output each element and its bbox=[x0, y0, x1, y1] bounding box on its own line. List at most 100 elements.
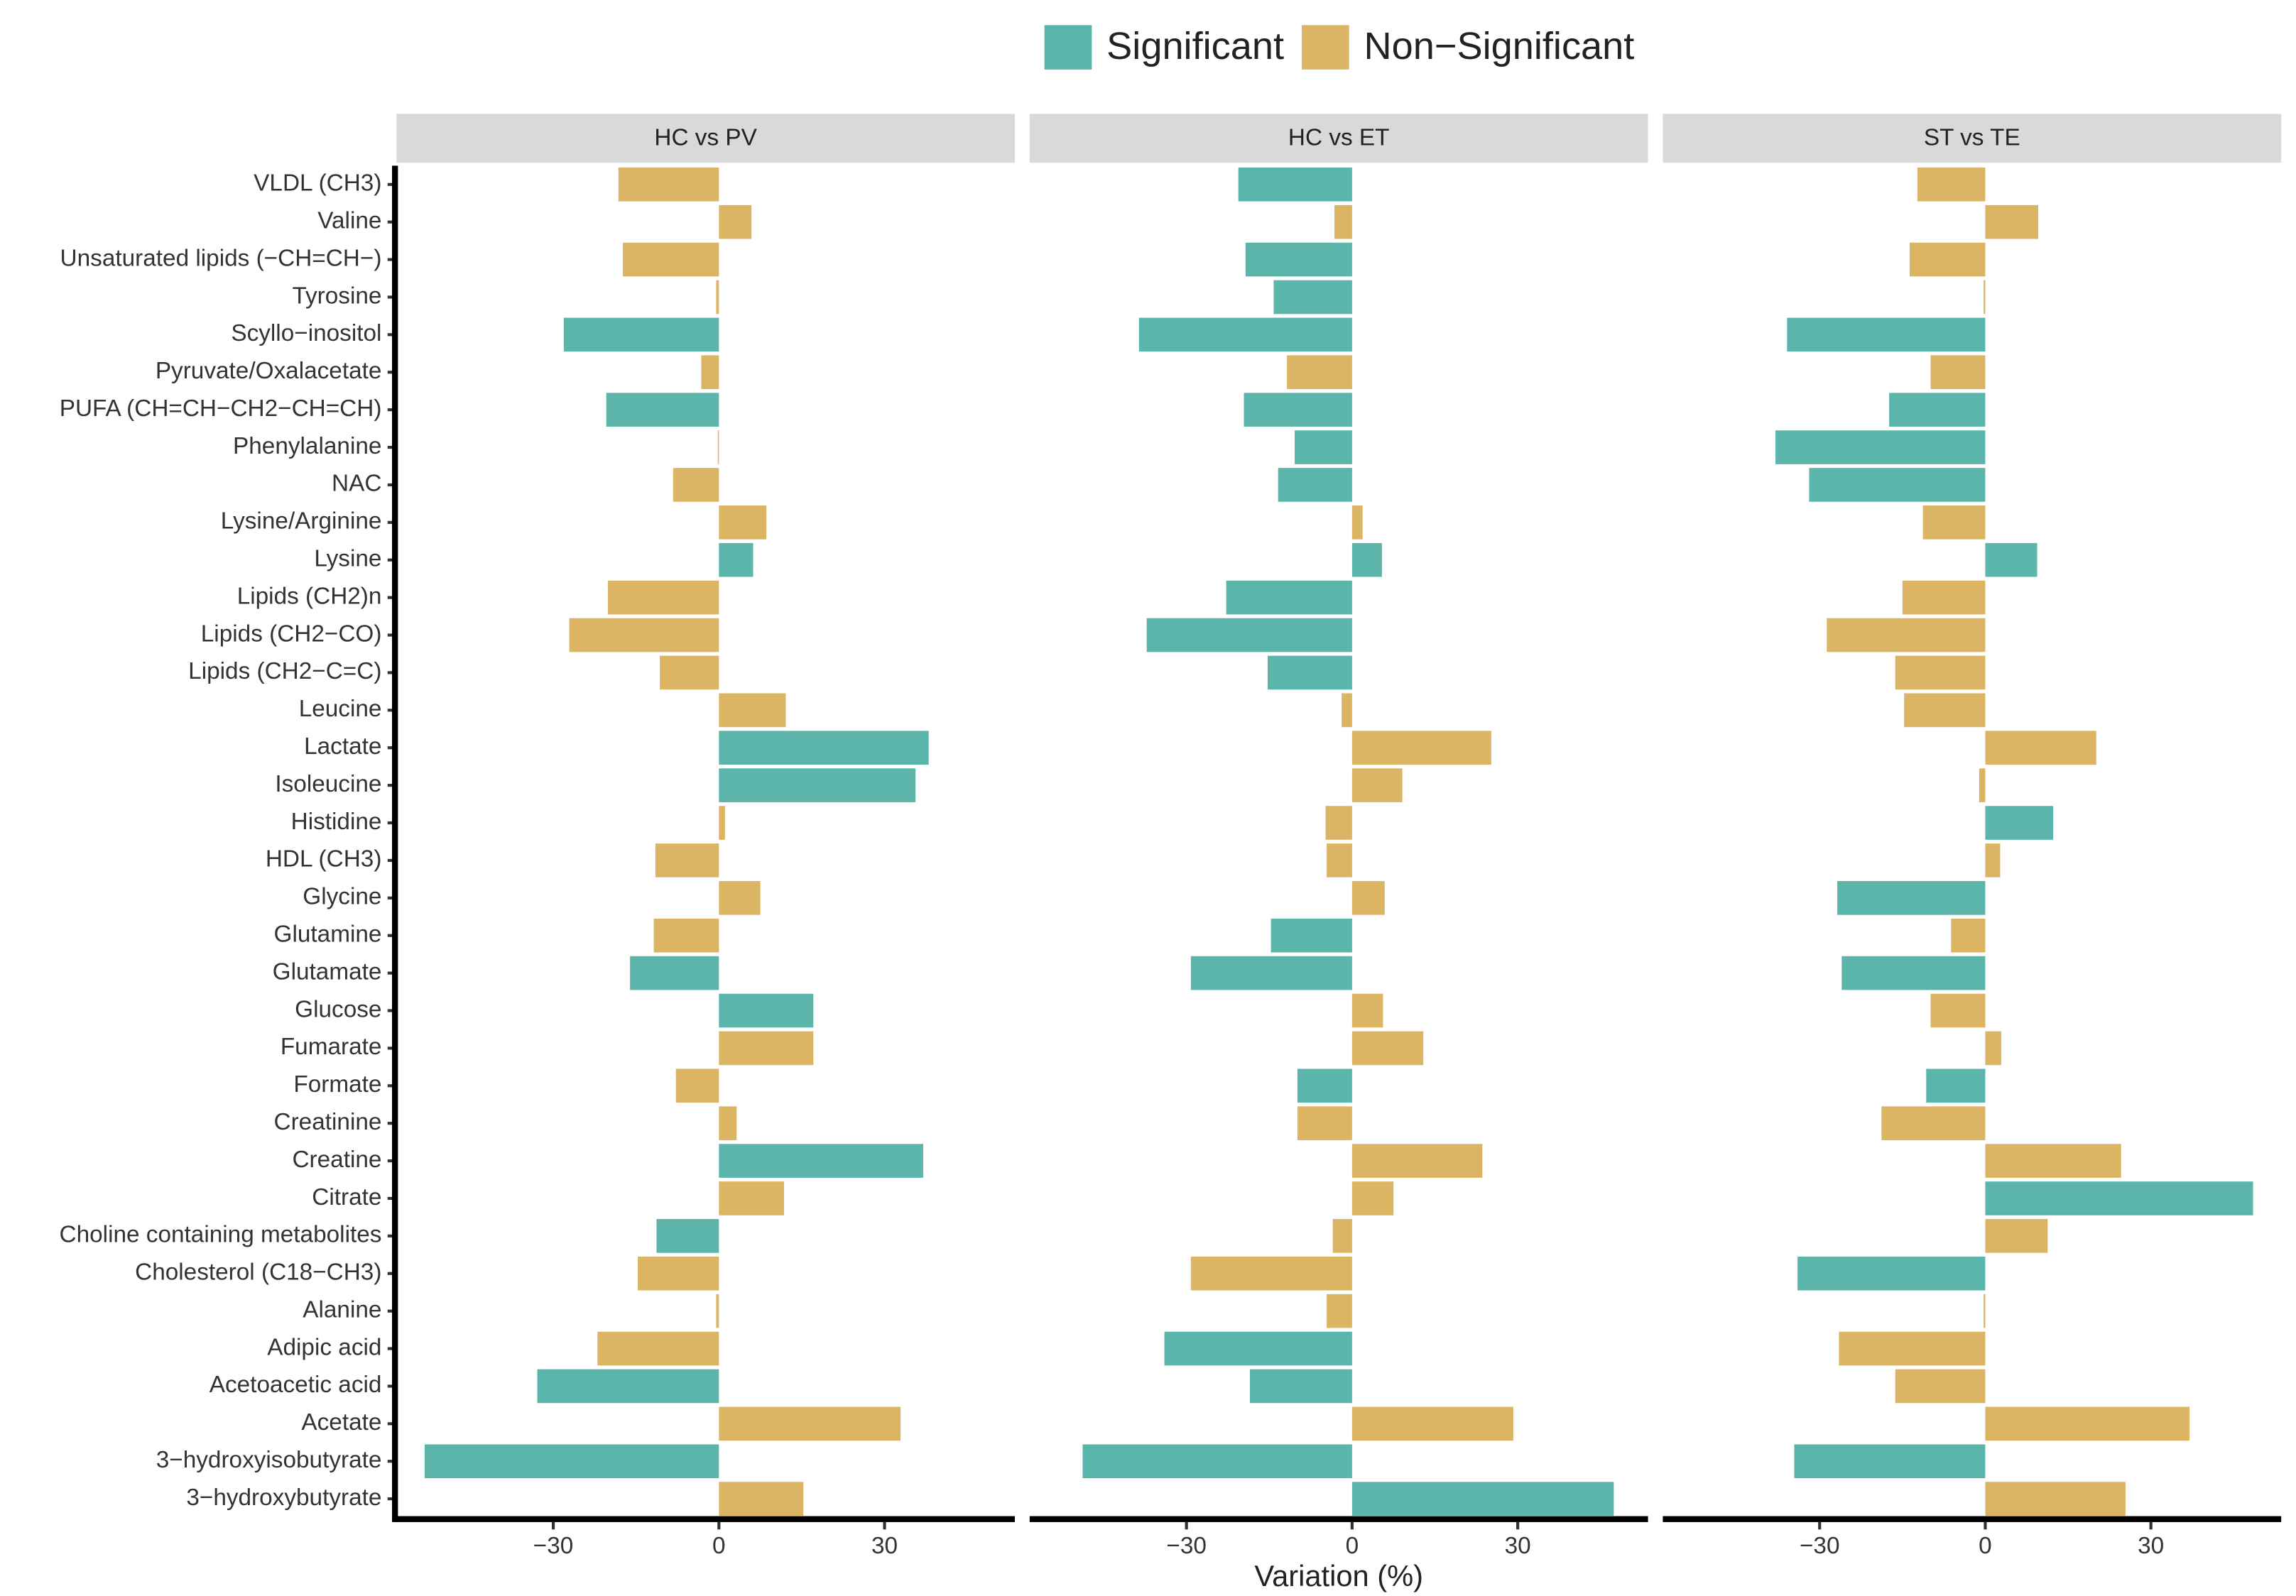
bar bbox=[1985, 1482, 2126, 1516]
x-tick-label: 0 bbox=[1346, 1533, 1359, 1559]
bar bbox=[1926, 1068, 1986, 1103]
bar bbox=[1881, 1106, 1986, 1140]
y-tick-label: Choline containing metabolites bbox=[60, 1222, 382, 1248]
y-tick-label: Lysine bbox=[314, 546, 381, 572]
y-tick-label: Histidine bbox=[291, 809, 382, 835]
bar bbox=[1984, 1294, 1986, 1328]
bar bbox=[1351, 993, 1383, 1028]
x-tick-label: 30 bbox=[2138, 1533, 2164, 1559]
bar bbox=[719, 1031, 814, 1066]
bar bbox=[719, 1144, 923, 1178]
bar bbox=[719, 881, 761, 915]
bar bbox=[1190, 1256, 1352, 1291]
y-tick-label: Lipids (CH2−CO) bbox=[201, 621, 382, 647]
bar bbox=[1985, 806, 2054, 840]
bar bbox=[719, 505, 767, 540]
bar bbox=[1351, 881, 1385, 915]
bar bbox=[1837, 881, 1986, 915]
bar bbox=[1985, 1181, 2253, 1215]
bar bbox=[1351, 768, 1403, 802]
bar bbox=[716, 280, 719, 315]
legend-label: Non−Significant bbox=[1364, 25, 1635, 67]
bar bbox=[1226, 580, 1352, 615]
bar bbox=[1895, 1369, 1986, 1404]
bar bbox=[1351, 1031, 1424, 1066]
bar bbox=[719, 806, 725, 840]
y-tick-label: Valine bbox=[317, 207, 381, 234]
bar bbox=[1787, 317, 1986, 352]
x-tick-label: 0 bbox=[1979, 1533, 1992, 1559]
bar bbox=[719, 768, 916, 802]
y-tick-label: Glutamine bbox=[274, 921, 382, 947]
bar bbox=[719, 1106, 737, 1140]
y-tick-label: Acetoacetic acid bbox=[210, 1372, 382, 1398]
bar bbox=[719, 1406, 901, 1441]
bar bbox=[569, 618, 719, 652]
y-tick-label: Pyruvate/Oxalacetate bbox=[156, 358, 382, 384]
bar bbox=[716, 1294, 719, 1328]
bar bbox=[1297, 1106, 1352, 1140]
y-tick-label: NAC bbox=[332, 471, 381, 497]
y-tick-label: 3−hydroxyisobutyrate bbox=[156, 1447, 382, 1473]
y-tick-label: Lipids (CH2)n bbox=[237, 583, 382, 609]
y-tick-label: Leucine bbox=[299, 696, 382, 722]
y-tick-label: PUFA (CH=CH−CH2−CH=CH) bbox=[60, 395, 382, 422]
bar bbox=[1775, 430, 1986, 464]
bar bbox=[1238, 167, 1352, 202]
y-tick-label: Lipids (CH2−C=C) bbox=[188, 658, 381, 684]
bar bbox=[1917, 167, 1986, 202]
bar bbox=[597, 1331, 719, 1366]
bar bbox=[1342, 693, 1352, 728]
bar bbox=[1250, 1369, 1352, 1404]
bar bbox=[675, 1068, 719, 1103]
bar bbox=[618, 167, 719, 202]
legend-label: Significant bbox=[1106, 25, 1284, 67]
bar bbox=[1351, 1482, 1614, 1516]
bar bbox=[719, 542, 753, 577]
bar bbox=[1985, 1031, 2002, 1066]
y-tick-label: Glutamate bbox=[273, 958, 382, 985]
bar bbox=[1332, 1219, 1352, 1253]
bar bbox=[656, 1219, 719, 1253]
bar bbox=[1985, 1219, 2048, 1253]
bar bbox=[623, 242, 719, 277]
bar bbox=[719, 731, 929, 765]
bar bbox=[1985, 843, 2001, 878]
y-tick-label: Alanine bbox=[303, 1296, 381, 1323]
bar bbox=[1985, 1406, 2190, 1441]
bar bbox=[1351, 1406, 1513, 1441]
x-tick-label: −30 bbox=[1800, 1533, 1840, 1559]
panel-title: HC vs PV bbox=[654, 125, 757, 151]
bar bbox=[719, 1482, 804, 1516]
bar bbox=[1351, 731, 1491, 765]
bar bbox=[606, 393, 719, 427]
bar bbox=[1797, 1256, 1986, 1291]
bar bbox=[608, 580, 719, 615]
bar bbox=[1985, 204, 2039, 239]
bar bbox=[719, 993, 814, 1028]
y-tick-label: Glucose bbox=[295, 996, 381, 1022]
bar bbox=[701, 355, 719, 390]
bar bbox=[1922, 505, 1986, 540]
y-tick-label: Formate bbox=[293, 1071, 381, 1098]
y-tick-label: Isoleucine bbox=[275, 771, 381, 797]
y-tick-label: Phenylalanine bbox=[233, 433, 381, 459]
bar bbox=[1287, 355, 1352, 390]
y-tick-label: HDL (CH3) bbox=[266, 846, 382, 873]
y-tick-label: Creatine bbox=[292, 1147, 381, 1173]
y-tick-label: Tyrosine bbox=[292, 283, 381, 309]
bar bbox=[1985, 731, 2096, 765]
bar bbox=[424, 1444, 719, 1479]
bar bbox=[1979, 768, 1986, 802]
y-tick-label: Cholesterol (C18−CH3) bbox=[135, 1259, 381, 1286]
y-tick-label: Creatinine bbox=[274, 1109, 382, 1135]
x-tick-label: −30 bbox=[533, 1533, 574, 1559]
y-tick-label: Adipic acid bbox=[267, 1334, 381, 1360]
bar bbox=[1809, 468, 1986, 502]
bar bbox=[1327, 843, 1352, 878]
bar bbox=[563, 317, 719, 352]
bar bbox=[1351, 542, 1382, 577]
bar bbox=[1351, 1181, 1394, 1215]
